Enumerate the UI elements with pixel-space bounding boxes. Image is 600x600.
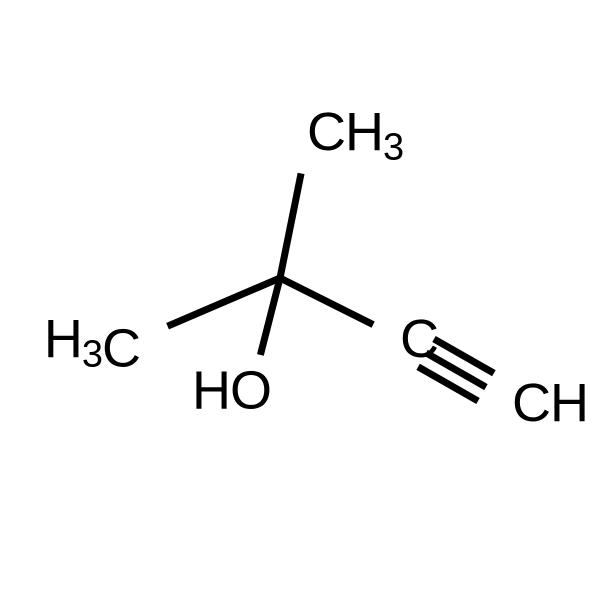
- svg-text:C: C: [400, 309, 438, 369]
- atom-ch3_top: CH3: [307, 102, 403, 169]
- bond-c_alkyne1-ch_alkyne2: [418, 367, 478, 401]
- atom-ch_alkyne2: CH: [512, 373, 588, 433]
- chemical-structure-diagram: CH3 H3C HO C CH: [0, 0, 600, 600]
- svg-text:HO: HO: [192, 360, 271, 420]
- atom-c_alkyne1: C: [400, 309, 438, 369]
- svg-text:CH: CH: [512, 373, 588, 433]
- bond-c_alkyne1-ch_alkyne2: [434, 339, 494, 373]
- atom-h3c_left: H3C: [44, 309, 140, 379]
- svg-text:H3C: H3C: [44, 309, 140, 379]
- svg-text:CH3: CH3: [307, 102, 403, 169]
- atom-ho: HO: [192, 360, 271, 420]
- bond-c_center-ch3_top: [280, 173, 301, 278]
- bond-c_center-h3c_left: [168, 278, 280, 326]
- bond-c_center-ho: [260, 278, 280, 355]
- bond-c_center-c_alkyne1: [280, 278, 373, 325]
